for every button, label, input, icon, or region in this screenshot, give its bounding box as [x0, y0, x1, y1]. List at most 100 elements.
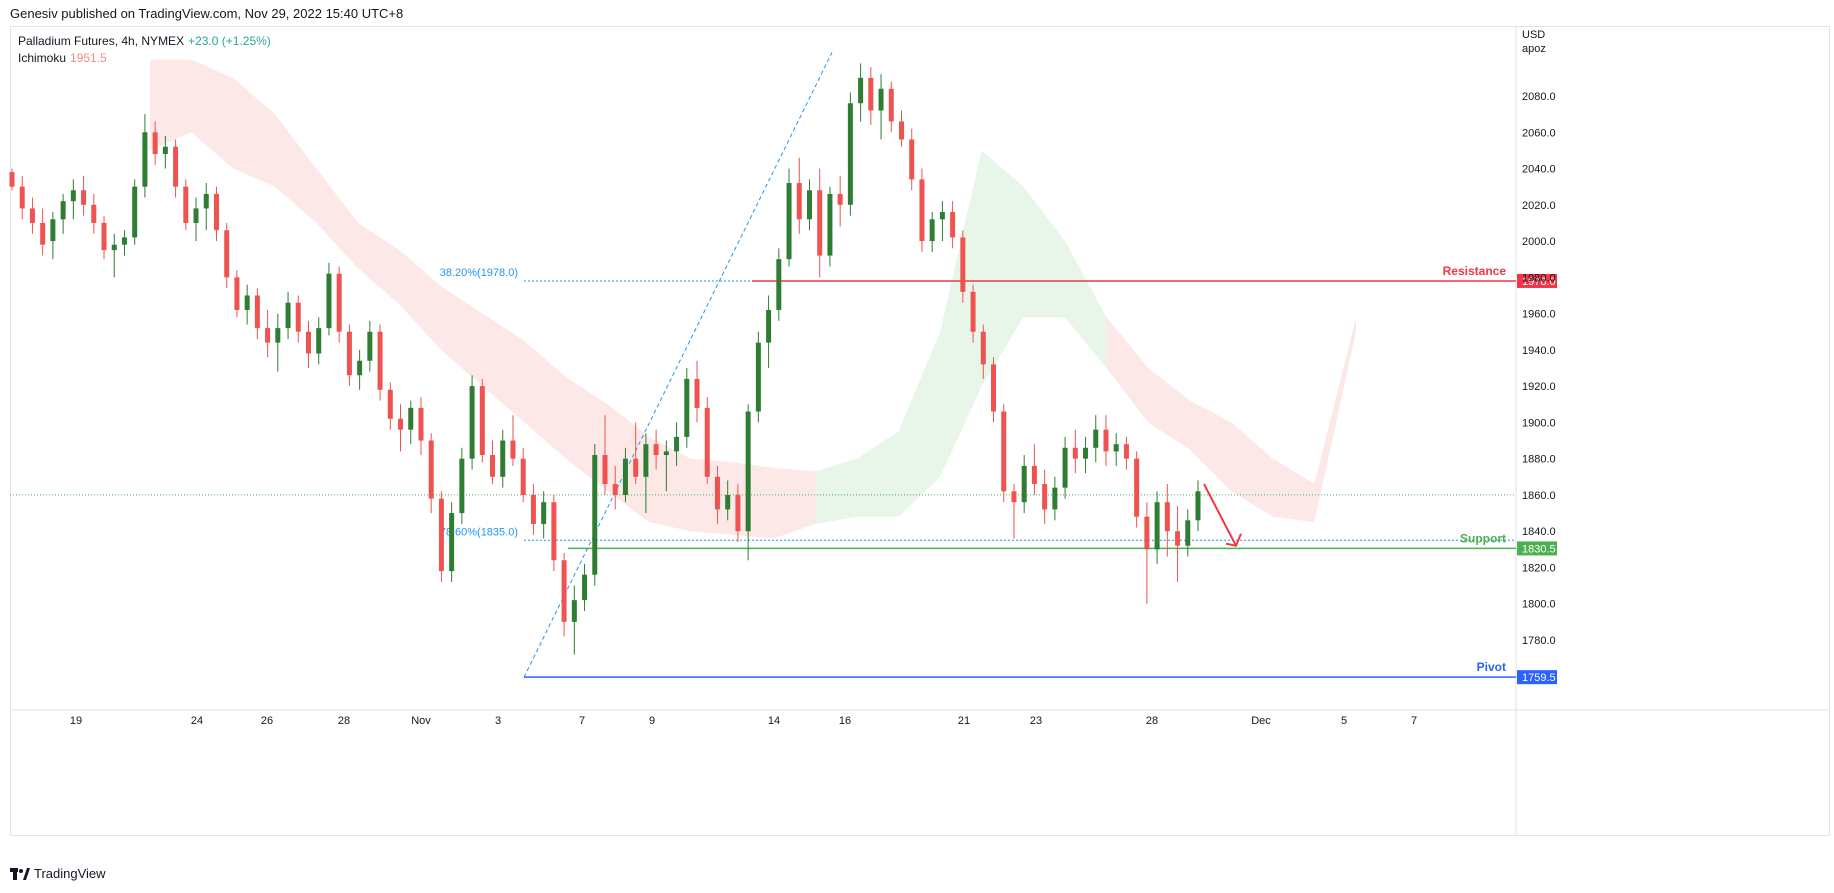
projection-arrow-shaft — [1203, 483, 1237, 547]
level-name-pivot: Pivot — [1477, 660, 1506, 674]
candle-body — [1195, 491, 1201, 521]
candle — [561, 552, 567, 637]
candle — [643, 433, 649, 514]
candle — [899, 110, 904, 147]
x-tick-label: 19 — [70, 715, 82, 727]
indicator-name[interactable]: Ichimoku — [18, 51, 67, 65]
candle-body — [357, 360, 363, 376]
candle — [960, 230, 966, 303]
y-tick-label: 1900.0 — [1522, 417, 1556, 429]
candle-body — [1072, 447, 1078, 459]
candle-body — [1001, 411, 1007, 492]
candle — [1011, 484, 1017, 539]
candle — [1123, 436, 1129, 470]
symbol-name[interactable]: Palladium Futures, 4h, NYMEX — [18, 34, 185, 48]
y-tick-label: 1960.0 — [1522, 309, 1556, 321]
candle — [326, 262, 332, 336]
candle-body — [121, 237, 127, 245]
candle-body — [806, 190, 812, 220]
candle-body — [326, 273, 332, 329]
candle-body — [162, 146, 168, 155]
candle — [224, 222, 230, 289]
candle — [387, 382, 393, 430]
x-tick-label: 3 — [495, 715, 501, 727]
chart-frame[interactable] — [10, 26, 1830, 836]
candle — [60, 193, 66, 234]
candle-body — [612, 484, 618, 495]
candle-body — [101, 222, 107, 251]
candle-body — [428, 440, 434, 499]
candle-body — [132, 186, 138, 238]
candle-body — [1103, 429, 1109, 452]
cloud-segment — [1231, 422, 1273, 517]
x-tick-label: 7 — [579, 715, 585, 727]
candle-body — [991, 364, 997, 412]
candle — [1062, 436, 1068, 499]
candle-body — [684, 378, 690, 437]
candle — [847, 92, 853, 216]
candle — [162, 135, 168, 169]
candle-body — [827, 193, 833, 256]
candle — [991, 357, 997, 423]
y-tick-label: 2060.0 — [1522, 127, 1556, 139]
candle — [520, 447, 526, 503]
candle — [622, 447, 628, 503]
candle — [29, 197, 35, 234]
candle — [357, 349, 363, 390]
candle — [858, 63, 864, 122]
candle-body — [377, 331, 383, 390]
candle-body — [622, 458, 628, 495]
cloud-segment — [1148, 368, 1190, 450]
candle-body — [868, 77, 874, 111]
candle-body — [70, 190, 76, 202]
candle-body — [837, 193, 843, 205]
x-tick-label: 7 — [1411, 715, 1417, 727]
symbol-legend: Palladium Futures, 4h, NYMEX +23.0 (+1.25… — [18, 33, 271, 67]
cloud-segment — [482, 313, 525, 423]
x-tick-label: 16 — [839, 715, 851, 727]
candle-body — [1185, 520, 1191, 546]
candle-body — [1134, 458, 1140, 517]
candle-body — [50, 219, 56, 242]
candle-body — [663, 451, 669, 456]
level-price-tag: 1978.0 — [1522, 276, 1556, 288]
candle — [714, 465, 720, 524]
cloud-segment — [1064, 241, 1107, 368]
candle — [1052, 476, 1058, 521]
candle — [111, 233, 117, 278]
cloud-segment — [856, 431, 899, 517]
candle-body — [704, 407, 710, 477]
level-price-tag-bg — [1517, 541, 1557, 556]
candle-body — [1031, 465, 1037, 485]
y-tick-label: 1780.0 — [1522, 635, 1556, 647]
x-tick-label: 9 — [649, 715, 655, 727]
cloud-segment — [565, 377, 608, 492]
candle — [142, 114, 148, 198]
candle — [582, 563, 588, 611]
candle-body — [265, 328, 271, 343]
candle — [449, 502, 455, 582]
fib-trend-line — [523, 52, 833, 678]
cloud-segment — [1106, 317, 1149, 423]
candle-body — [1021, 465, 1027, 503]
candle — [1021, 455, 1027, 514]
cloud-segment — [815, 458, 857, 524]
candle — [919, 168, 925, 252]
x-tick-label: 14 — [768, 715, 780, 727]
level-name-support: Support — [1460, 531, 1506, 545]
candle-body — [786, 183, 792, 260]
y-tick-label: 1980.0 — [1522, 272, 1556, 284]
tradingview-brand[interactable]: TradingView — [10, 866, 106, 881]
candle — [367, 320, 373, 372]
candle — [101, 215, 107, 260]
candle-body — [81, 190, 87, 205]
cloud-segment — [399, 250, 442, 350]
cloud-segment — [898, 331, 941, 517]
candle — [684, 368, 690, 448]
candle — [295, 295, 301, 343]
candle-body — [960, 237, 966, 292]
candle-body — [1083, 447, 1089, 459]
cloud-segment — [732, 462, 774, 539]
candle-body — [1052, 487, 1058, 510]
